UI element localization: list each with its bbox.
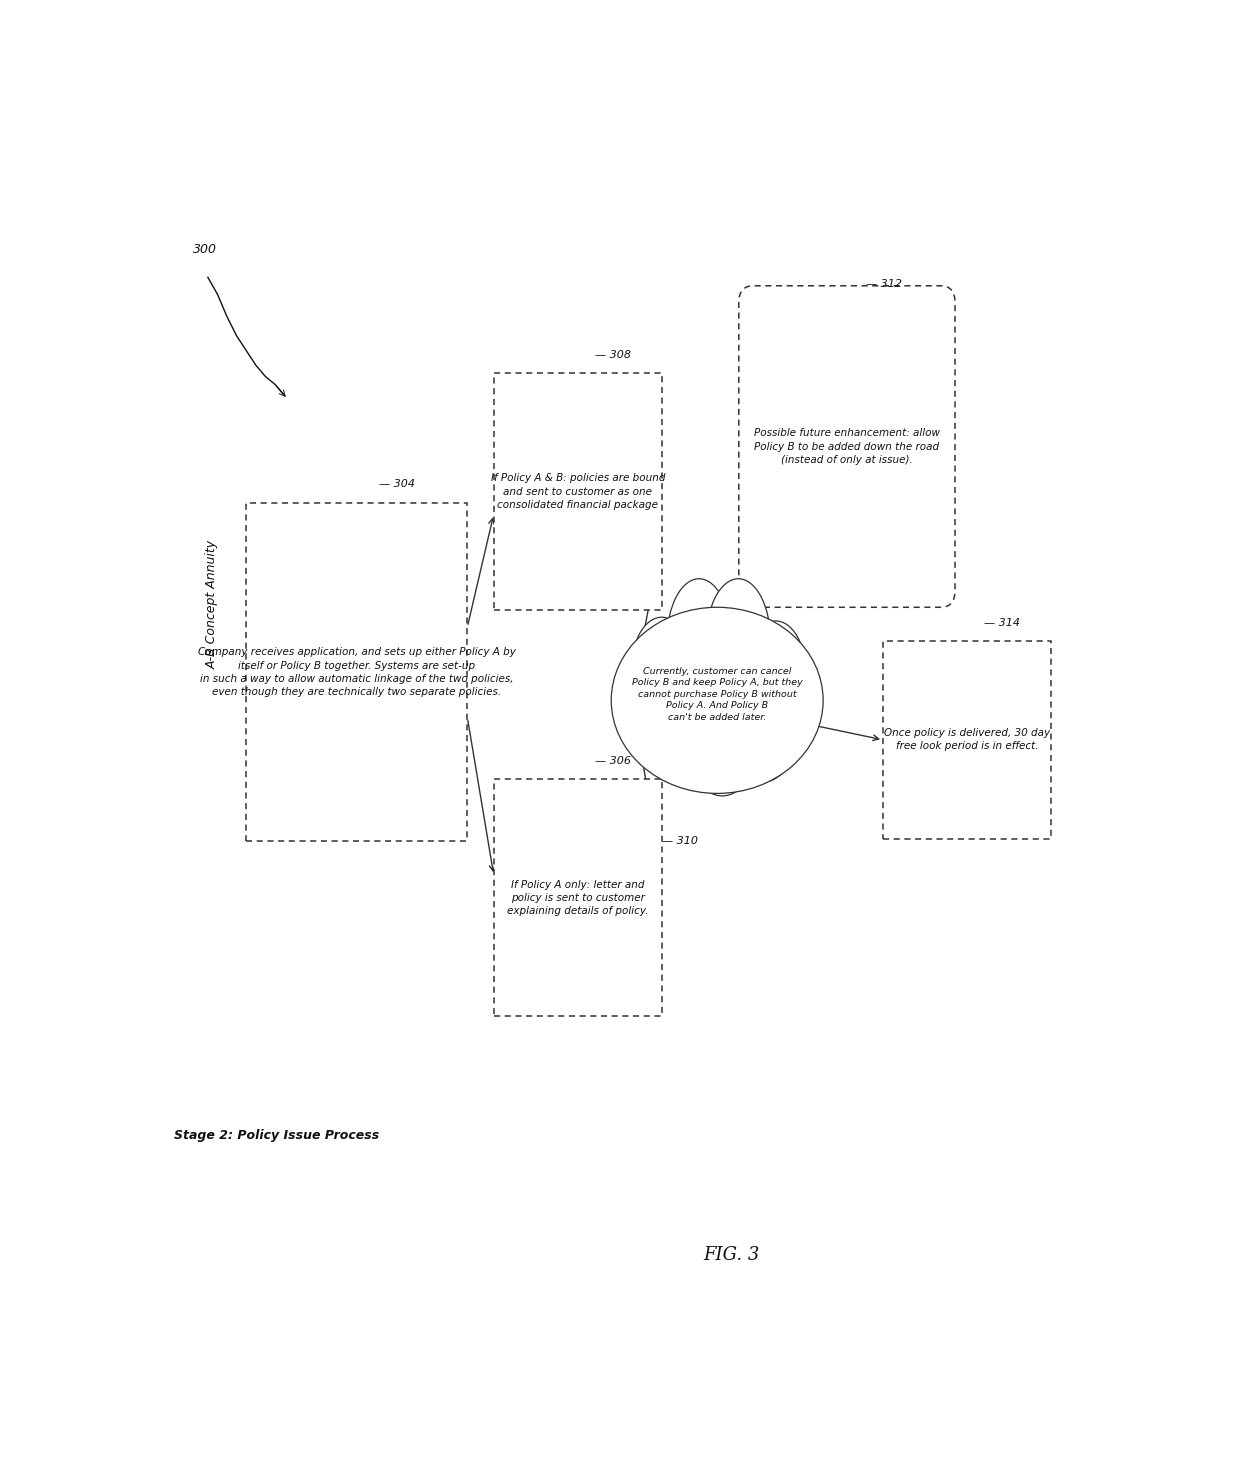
Text: FIG. 3: FIG. 3 xyxy=(703,1247,760,1264)
Ellipse shape xyxy=(761,656,818,756)
Text: Possible future enhancement: allow
Policy B to be added down the road
(instead o: Possible future enhancement: allow Polic… xyxy=(754,428,940,464)
Ellipse shape xyxy=(745,621,806,725)
Ellipse shape xyxy=(728,672,797,782)
Text: — 304: — 304 xyxy=(379,479,415,489)
Text: — 306: — 306 xyxy=(595,756,631,766)
Text: Once policy is delivered, 30 day
free look period is in effect.: Once policy is delivered, 30 day free lo… xyxy=(884,728,1050,752)
Text: 300: 300 xyxy=(193,243,217,256)
Ellipse shape xyxy=(687,691,758,795)
Text: Stage 2: Policy Issue Process: Stage 2: Policy Issue Process xyxy=(174,1130,379,1143)
Ellipse shape xyxy=(706,579,770,703)
FancyBboxPatch shape xyxy=(883,642,1052,838)
Text: A-B Concept Annuity: A-B Concept Annuity xyxy=(206,541,219,670)
Text: If Policy A only: letter and
policy is sent to customer
explaining details of po: If Policy A only: letter and policy is s… xyxy=(507,879,649,916)
Ellipse shape xyxy=(631,617,692,721)
Ellipse shape xyxy=(625,665,689,765)
FancyBboxPatch shape xyxy=(494,779,662,1017)
Ellipse shape xyxy=(611,608,823,794)
FancyBboxPatch shape xyxy=(739,286,955,608)
Text: Company receives application, and sets up either Policy A by
itself or Policy B : Company receives application, and sets u… xyxy=(198,648,516,697)
Text: — 314: — 314 xyxy=(983,618,1019,627)
Text: — 310: — 310 xyxy=(662,835,698,845)
Text: If Policy A & B: policies are bound
and sent to customer as one
consolidated fin: If Policy A & B: policies are bound and … xyxy=(491,473,665,510)
Ellipse shape xyxy=(667,579,732,703)
Ellipse shape xyxy=(662,690,722,785)
Text: Currently, customer can cancel
Policy B and keep Policy A, but they
cannot purch: Currently, customer can cancel Policy B … xyxy=(632,667,802,722)
Text: — 308: — 308 xyxy=(595,350,631,360)
FancyBboxPatch shape xyxy=(494,374,662,609)
FancyBboxPatch shape xyxy=(247,502,467,841)
Text: — 312: — 312 xyxy=(866,280,901,289)
